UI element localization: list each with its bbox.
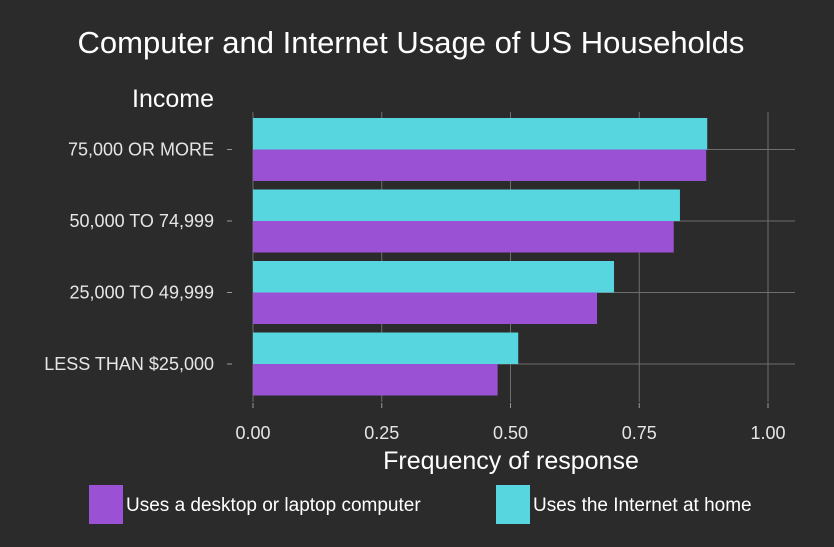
bar	[253, 118, 708, 150]
x-tick-label: 0.75	[622, 423, 657, 443]
x-tick-label: 0.25	[364, 423, 399, 443]
x-tick-label: 0.00	[235, 423, 270, 443]
bar	[253, 261, 615, 293]
bar	[253, 364, 498, 396]
y-tick-label: LESS THAN $25,000	[44, 354, 214, 374]
legend: Uses a desktop or laptop computer Uses th…	[89, 485, 752, 524]
bar	[253, 292, 598, 324]
x-axis-title: Frequency of response	[383, 447, 639, 475]
legend-key	[89, 485, 123, 524]
bar	[253, 149, 707, 181]
bar	[253, 221, 674, 253]
bar	[253, 332, 519, 364]
bar	[253, 189, 680, 221]
x-tick-label: 0.50	[493, 423, 528, 443]
legend-label: Uses a desktop or laptop computer	[126, 495, 421, 516]
y-tick-label: 75,000 OR MORE	[68, 140, 214, 160]
legend-key	[496, 485, 530, 524]
y-axis-title: Income	[132, 85, 214, 113]
chart-title: Computer and Internet Usage of US Househ…	[78, 25, 745, 60]
legend-label: Uses the Internet at home	[533, 495, 752, 516]
y-axis-ticks: 75,000 OR MORE 50,000 TO 74,999 25,000 TO …	[44, 140, 232, 374]
y-tick-label: 50,000 TO 74,999	[70, 211, 214, 231]
x-axis-ticks: 0.00 0.25 0.50 0.75 1.00	[235, 403, 786, 443]
y-tick-label: 25,000 TO 49,999	[70, 283, 214, 303]
x-tick-label: 1.00	[750, 423, 785, 443]
bars	[253, 118, 708, 396]
